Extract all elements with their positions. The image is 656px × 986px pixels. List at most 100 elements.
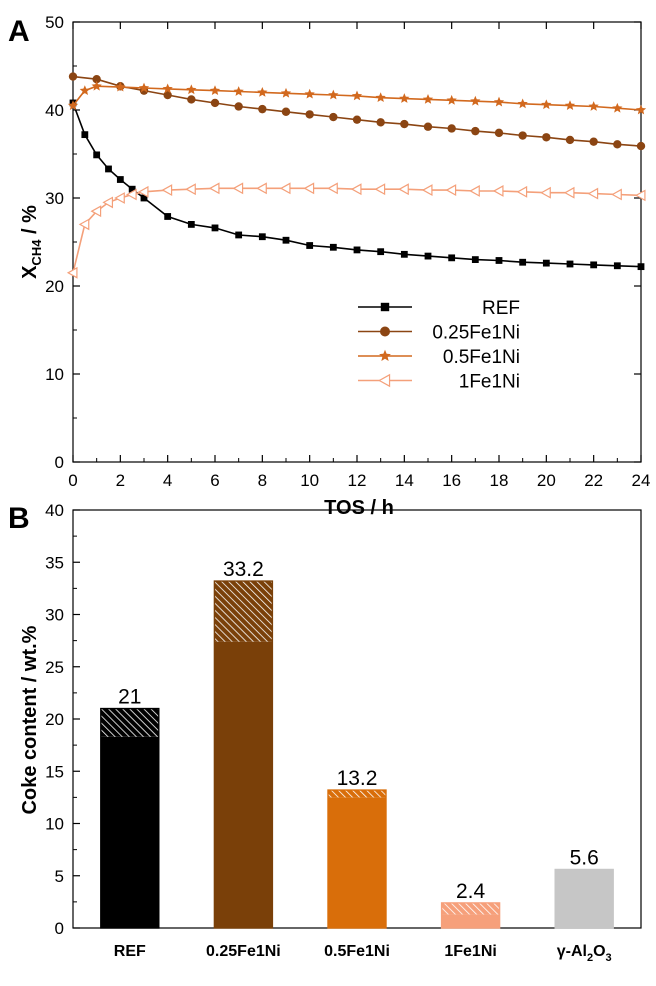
panel-b-bar-chart: 0 5 10 15 20 25 30 35 40 21 REF 33.2 0.25Fe1Ni 13.2 0… xyxy=(19,501,642,964)
data-point-star xyxy=(375,92,386,103)
data-point-square xyxy=(93,151,101,159)
x-tick-label: 18 xyxy=(490,471,509,490)
legend-label: REF xyxy=(482,298,520,319)
data-point-circle xyxy=(447,124,456,133)
data-point-circle xyxy=(636,141,646,151)
x-tick-label: 2 xyxy=(116,471,125,490)
data-point-circle xyxy=(281,107,291,116)
data-point-star xyxy=(517,98,528,109)
data-point-triangle xyxy=(185,183,196,196)
bar-value-label: 21 xyxy=(118,686,141,709)
x-tick-label: 14 xyxy=(395,471,414,490)
data-point-square xyxy=(306,242,314,249)
data-point-star xyxy=(541,99,552,110)
data-point-circle xyxy=(258,104,267,114)
data-point-star xyxy=(422,94,434,104)
data-point-square xyxy=(380,302,390,312)
data-point-circle xyxy=(494,128,504,138)
category-label: 0.25Fe1Ni xyxy=(206,943,281,960)
y-tick-label: 10 xyxy=(45,815,64,834)
bar-solid xyxy=(328,797,386,928)
category-label: 0.5Fe1Ni xyxy=(324,943,390,960)
y-tick-label: 15 xyxy=(45,762,64,781)
panel-a-series xyxy=(66,72,647,279)
data-point-square xyxy=(448,254,456,262)
data-point-square xyxy=(542,259,550,267)
data-point-square xyxy=(105,165,112,173)
bar-group: 33.2 0.25Fe1Ni xyxy=(206,558,281,960)
data-point-circle xyxy=(518,131,527,140)
y-tick-label: 5 xyxy=(55,867,64,886)
data-point-square xyxy=(613,262,621,270)
legend-entry: 0.25Fe1Ni xyxy=(358,323,520,344)
bar-hatched xyxy=(100,708,159,737)
category-label: REF xyxy=(114,943,146,960)
data-point-square xyxy=(187,221,195,228)
data-point-triangle xyxy=(208,182,220,195)
category-main: 0.25Fe1Ni xyxy=(206,943,281,960)
legend-entry: REF xyxy=(358,298,520,319)
data-point-triangle xyxy=(492,185,504,197)
data-point-circle xyxy=(352,115,362,124)
bar-value-label: 33.2 xyxy=(223,558,264,581)
data-point-triangle xyxy=(634,189,646,202)
data-point-square xyxy=(116,176,124,183)
data-point-square xyxy=(258,233,266,241)
bar-outline xyxy=(213,580,274,929)
data-point-star xyxy=(588,101,599,111)
y-axis-subscript: CH4 xyxy=(29,239,44,266)
legend-entry: 1Fe1Ni xyxy=(358,372,520,393)
data-point-triangle xyxy=(90,205,102,218)
data-point-star xyxy=(115,81,126,92)
x-tick-label: 0 xyxy=(68,471,77,490)
data-point-triangle xyxy=(540,186,551,199)
data-point-triangle xyxy=(587,187,599,200)
data-point-triangle xyxy=(327,182,338,195)
data-point-star xyxy=(470,95,481,106)
data-point-circle xyxy=(380,326,390,337)
data-point-triangle xyxy=(303,182,315,195)
data-point-triangle xyxy=(378,373,391,388)
data-point-square xyxy=(471,256,479,263)
y-tick-label: 50 xyxy=(45,13,64,32)
data-point-circle xyxy=(92,75,101,84)
data-point-triangle xyxy=(398,183,409,196)
data-point-circle xyxy=(234,102,243,111)
data-point-triangle xyxy=(374,183,386,196)
panel-b-y-axis-title: Coke content / wt.% xyxy=(19,625,41,814)
data-point-circle xyxy=(613,140,622,149)
category-subscript: 3 xyxy=(606,952,612,964)
panel-a-legend: REF 0.25Fe1Ni 0.5Fe1Ni 1Fe1Ni xyxy=(358,298,520,393)
data-point-triangle xyxy=(102,196,114,209)
data-point-star xyxy=(257,87,268,97)
data-point-square xyxy=(282,236,290,244)
legend-entry: 0.5Fe1Ni xyxy=(358,347,520,368)
x-tick-label: 22 xyxy=(584,471,603,490)
series-ref xyxy=(69,99,645,271)
bar-hatched xyxy=(328,790,386,798)
data-point-circle xyxy=(187,95,196,104)
y-tick-label: 0 xyxy=(55,453,64,472)
data-point-star xyxy=(564,100,576,110)
data-point-star xyxy=(351,90,363,101)
category-label: γ-Al2O3 xyxy=(557,943,612,964)
data-point-triangle xyxy=(256,182,267,195)
data-point-circle xyxy=(305,110,314,119)
bar-solid xyxy=(100,736,159,928)
y-tick-label: 20 xyxy=(45,710,64,729)
data-point-star xyxy=(67,100,79,110)
data-point-triangle xyxy=(137,185,149,198)
y-tick-label: 10 xyxy=(45,365,64,384)
data-point-circle xyxy=(542,133,551,142)
bar-value-label: 2.4 xyxy=(456,880,486,903)
data-point-star xyxy=(379,349,391,362)
data-point-triangle xyxy=(66,266,78,279)
panel-a-x-axis-title: TOS / h xyxy=(324,497,394,519)
bar-solid xyxy=(441,914,500,928)
data-point-circle xyxy=(68,72,78,81)
data-point-triangle xyxy=(516,185,528,198)
data-point-square xyxy=(590,261,598,269)
bar-group: 21 REF xyxy=(100,686,160,960)
